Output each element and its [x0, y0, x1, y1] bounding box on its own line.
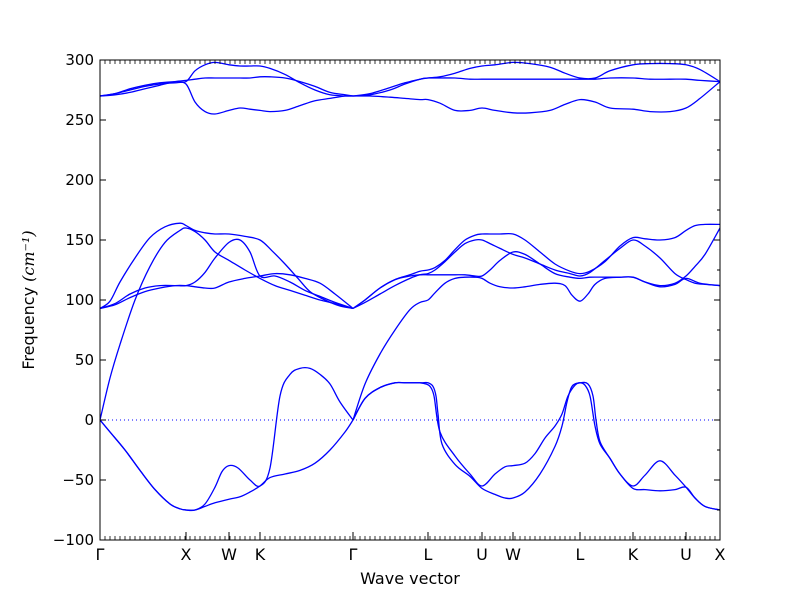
y-axis-label: Frequency (cm⁻¹): [19, 230, 38, 369]
y-axis-label-unit: (cm⁻¹): [19, 230, 38, 281]
phonon-branch-17: [352, 81, 721, 114]
phonon-branch-1: [99, 222, 354, 310]
series-group: [99, 61, 721, 512]
phonon-branch-15: [352, 381, 721, 511]
phonon-branch-8: [99, 81, 354, 115]
y-tick-label: 300: [65, 51, 94, 69]
plot-frame: [99, 59, 721, 541]
x-tick-label: L: [424, 545, 433, 564]
phonon-branch-13: [352, 276, 721, 421]
phonon-branch-4: [99, 238, 354, 310]
y-tick-label: 250: [65, 111, 94, 129]
x-tick-label: Γ: [349, 545, 358, 564]
phonon-branch-2: [99, 272, 354, 310]
phonon-branch-9: [99, 61, 354, 97]
phonon-branch-7: [99, 76, 354, 97]
y-tick-label: −50: [62, 471, 94, 489]
phonon-branch-18: [352, 61, 721, 97]
phonon-branch-11: [352, 223, 721, 309]
x-tick-label: U: [680, 545, 692, 564]
y-tick-label: 100: [65, 291, 94, 309]
y-tick-label: 150: [65, 231, 94, 249]
phonon-branch-3: [99, 227, 354, 421]
x-tick-label: K: [255, 545, 266, 564]
x-tick-label: X: [715, 545, 726, 564]
y-tick-label: 50: [75, 351, 94, 369]
phonon-branch-12: [352, 238, 721, 309]
x-tick-label: U: [476, 545, 488, 564]
y-tick-label: 0: [84, 411, 94, 429]
x-tick-label: K: [628, 545, 639, 564]
x-tick-label: L: [576, 545, 585, 564]
y-axis-label-text: Frequency: [19, 282, 38, 370]
x-axis-label: Wave vector: [360, 569, 460, 588]
phonon-branch-6: [99, 367, 354, 512]
x-tick-label: W: [505, 545, 521, 564]
x-tick-label: X: [181, 545, 192, 564]
x-tick-label: W: [221, 545, 237, 564]
y-tick-label: −100: [53, 531, 94, 549]
y-tick-label: 200: [65, 171, 94, 189]
x-tick-label: Γ: [96, 545, 105, 564]
